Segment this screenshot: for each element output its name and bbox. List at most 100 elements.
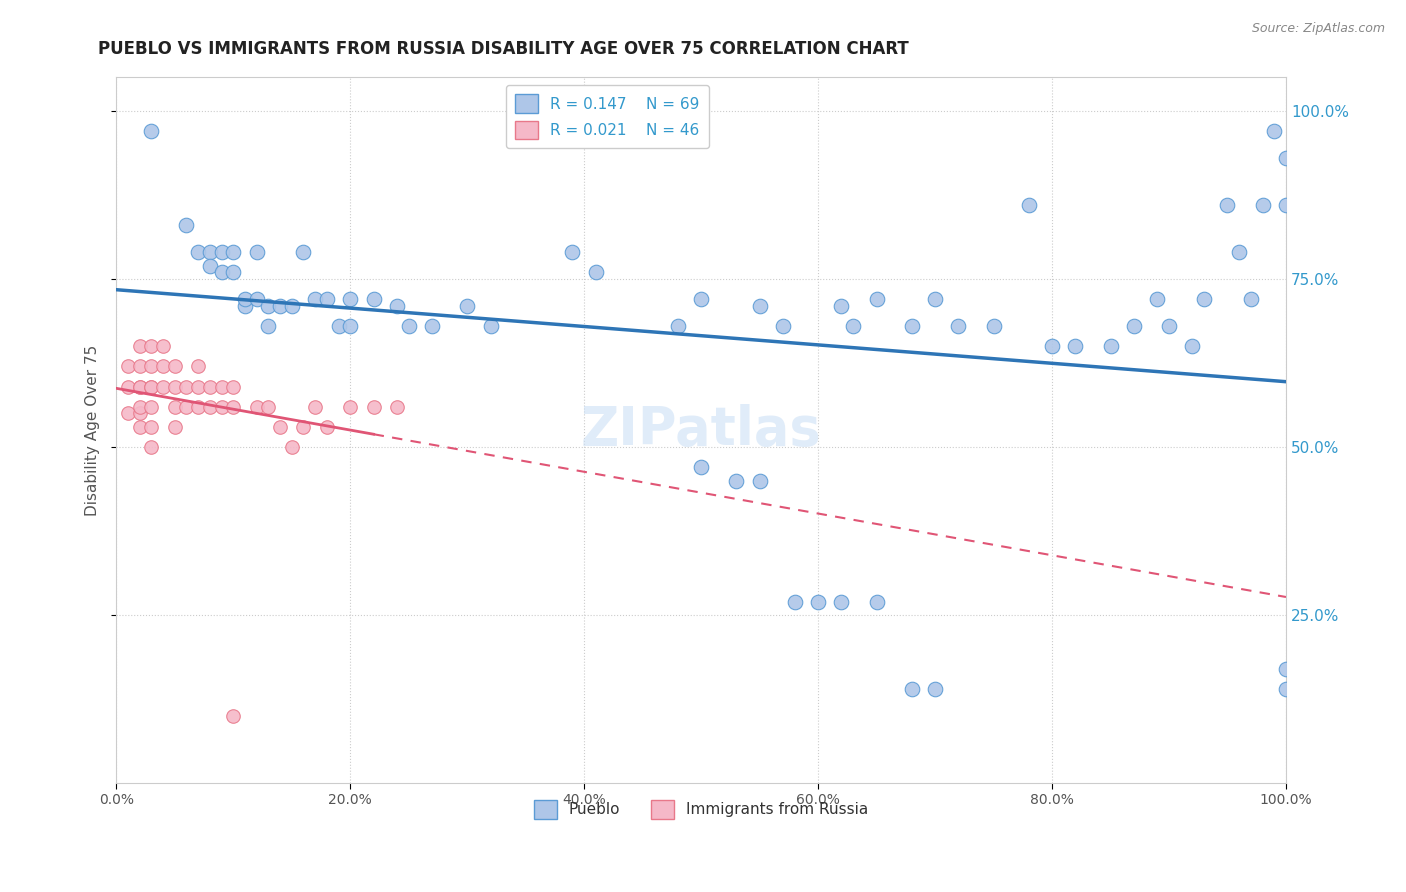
- Legend: Pueblo, Immigrants from Russia: Pueblo, Immigrants from Russia: [527, 794, 875, 825]
- Point: [211, 400, 233, 414]
- Point: [842, 319, 865, 334]
- Point: [117, 359, 139, 374]
- Point: [385, 400, 408, 414]
- Text: ZIPatlas: ZIPatlas: [581, 404, 821, 456]
- Point: [141, 124, 163, 138]
- Point: [983, 319, 1005, 334]
- Point: [1018, 198, 1040, 212]
- Point: [222, 245, 245, 260]
- Point: [924, 681, 946, 696]
- Point: [152, 339, 174, 353]
- Point: [304, 292, 326, 306]
- Point: [257, 400, 280, 414]
- Point: [865, 292, 887, 306]
- Point: [257, 299, 280, 313]
- Point: [141, 379, 163, 393]
- Point: [1099, 339, 1122, 353]
- Point: [152, 359, 174, 374]
- Point: [385, 299, 408, 313]
- Point: [1263, 124, 1285, 138]
- Point: [198, 245, 221, 260]
- Point: [1227, 245, 1250, 260]
- Point: [1181, 339, 1204, 353]
- Point: [176, 379, 198, 393]
- Point: [339, 319, 361, 334]
- Point: [1216, 198, 1239, 212]
- Point: [328, 319, 350, 334]
- Point: [1040, 339, 1063, 353]
- Point: [292, 420, 315, 434]
- Point: [198, 400, 221, 414]
- Point: [141, 420, 163, 434]
- Point: [1275, 198, 1298, 212]
- Y-axis label: Disability Age Over 75: Disability Age Over 75: [86, 344, 100, 516]
- Point: [128, 400, 150, 414]
- Point: [198, 259, 221, 273]
- Point: [117, 379, 139, 393]
- Point: [456, 299, 478, 313]
- Point: [315, 292, 337, 306]
- Point: [585, 265, 607, 279]
- Point: [865, 594, 887, 608]
- Point: [246, 292, 269, 306]
- Point: [187, 359, 209, 374]
- Text: PUEBLO VS IMMIGRANTS FROM RUSSIA DISABILITY AGE OVER 75 CORRELATION CHART: PUEBLO VS IMMIGRANTS FROM RUSSIA DISABIL…: [98, 40, 910, 58]
- Point: [783, 594, 806, 608]
- Point: [772, 319, 794, 334]
- Point: [725, 474, 748, 488]
- Point: [176, 400, 198, 414]
- Point: [117, 406, 139, 420]
- Point: [1146, 292, 1168, 306]
- Point: [398, 319, 420, 334]
- Point: [211, 379, 233, 393]
- Point: [420, 319, 443, 334]
- Point: [233, 292, 256, 306]
- Point: [141, 339, 163, 353]
- Point: [222, 379, 245, 393]
- Point: [187, 400, 209, 414]
- Point: [141, 379, 163, 393]
- Point: [1240, 292, 1263, 306]
- Point: [1275, 681, 1298, 696]
- Point: [246, 245, 269, 260]
- Point: [1275, 662, 1298, 676]
- Point: [269, 420, 291, 434]
- Point: [257, 319, 280, 334]
- Point: [1064, 339, 1087, 353]
- Point: [690, 460, 713, 475]
- Point: [211, 245, 233, 260]
- Point: [1192, 292, 1215, 306]
- Point: [141, 440, 163, 454]
- Point: [1122, 319, 1144, 334]
- Point: [1275, 151, 1298, 165]
- Point: [339, 400, 361, 414]
- Point: [924, 292, 946, 306]
- Text: Source: ZipAtlas.com: Source: ZipAtlas.com: [1251, 22, 1385, 36]
- Point: [128, 420, 150, 434]
- Point: [141, 359, 163, 374]
- Point: [292, 245, 315, 260]
- Point: [246, 400, 269, 414]
- Point: [304, 400, 326, 414]
- Point: [222, 265, 245, 279]
- Point: [748, 474, 770, 488]
- Point: [128, 359, 150, 374]
- Point: [163, 359, 186, 374]
- Point: [900, 681, 922, 696]
- Point: [233, 299, 256, 313]
- Point: [807, 594, 830, 608]
- Point: [187, 245, 209, 260]
- Point: [211, 265, 233, 279]
- Point: [339, 292, 361, 306]
- Point: [222, 709, 245, 723]
- Point: [163, 400, 186, 414]
- Point: [830, 594, 852, 608]
- Point: [198, 379, 221, 393]
- Point: [128, 379, 150, 393]
- Point: [128, 339, 150, 353]
- Point: [163, 420, 186, 434]
- Point: [128, 406, 150, 420]
- Point: [280, 440, 302, 454]
- Point: [128, 379, 150, 393]
- Point: [1251, 198, 1274, 212]
